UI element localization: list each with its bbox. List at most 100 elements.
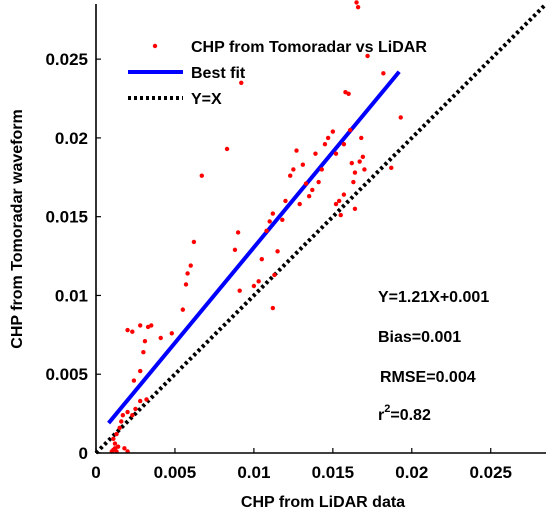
data-point-41 bbox=[256, 279, 261, 284]
annotations: Y=1.21X+0.001 Bias=0.001 RMSE=0.004 r2=0… bbox=[378, 289, 489, 424]
data-point-69 bbox=[341, 192, 347, 197]
y-tick-label-1: 0.005 bbox=[45, 365, 88, 384]
data-point-22 bbox=[125, 327, 130, 333]
r-squared-value: =0.82 bbox=[390, 407, 431, 424]
data-point-29 bbox=[180, 307, 186, 312]
y-tick-label-2: 0.01 bbox=[55, 286, 88, 305]
data-point-39 bbox=[239, 80, 244, 85]
data-point-86 bbox=[389, 165, 394, 171]
data-point-80 bbox=[357, 159, 362, 164]
data-point-26 bbox=[149, 323, 154, 328]
identity-line bbox=[94, 2, 548, 455]
data-point-45 bbox=[270, 211, 276, 216]
data-point-81 bbox=[359, 135, 364, 141]
data-layer bbox=[94, 0, 548, 455]
y-tick-label-4: 0.02 bbox=[55, 129, 88, 148]
data-point-33 bbox=[191, 239, 197, 245]
data-point-32 bbox=[188, 263, 193, 268]
data-point-20 bbox=[141, 349, 146, 355]
data-point-4 bbox=[115, 444, 121, 449]
data-point-82 bbox=[360, 154, 366, 160]
data-point-70 bbox=[341, 142, 347, 147]
data-point-58 bbox=[310, 187, 315, 193]
data-point-65 bbox=[333, 151, 339, 156]
data-point-27 bbox=[158, 335, 163, 341]
data-point-48 bbox=[275, 249, 280, 254]
data-point-51 bbox=[288, 173, 293, 178]
data-point-36 bbox=[232, 247, 238, 252]
data-point-46 bbox=[270, 305, 276, 311]
data-point-75 bbox=[351, 179, 356, 185]
data-point-16 bbox=[138, 398, 143, 404]
r-squared-text: r2=0.82 bbox=[378, 403, 431, 424]
x-tick-label-3: 0.015 bbox=[312, 463, 355, 482]
legend-label-identity: Y=X bbox=[191, 91, 222, 108]
legend-label-fit: Best fit bbox=[191, 65, 246, 82]
data-point-49 bbox=[280, 217, 285, 223]
data-point-18 bbox=[131, 378, 137, 383]
rmse-text: RMSE=0.004 bbox=[380, 369, 476, 386]
data-point-47 bbox=[272, 272, 277, 278]
data-point-21 bbox=[142, 338, 148, 344]
legend-label-scatter: CHP from Tomoradar vs LiDAR bbox=[191, 39, 427, 56]
data-point-30 bbox=[183, 282, 189, 287]
data-point-24 bbox=[138, 323, 143, 328]
data-point-43 bbox=[264, 228, 269, 234]
data-point-38 bbox=[237, 288, 242, 293]
data-point-74 bbox=[349, 160, 354, 166]
data-point-84 bbox=[365, 53, 370, 59]
data-point-62 bbox=[322, 142, 328, 147]
x-tick-label-1: 0.005 bbox=[154, 463, 197, 482]
legend-scatter-marker bbox=[152, 43, 158, 49]
data-point-66 bbox=[333, 201, 339, 207]
data-point-28 bbox=[169, 331, 174, 336]
x-axis-label: CHP from LiDAR data bbox=[241, 494, 405, 511]
data-point-10 bbox=[122, 446, 127, 451]
data-point-68 bbox=[338, 212, 343, 218]
data-point-31 bbox=[185, 271, 190, 276]
data-point-44 bbox=[267, 219, 272, 224]
data-point-37 bbox=[235, 230, 241, 235]
legend: CHP from Tomoradar vs LiDAR Best fit Y=X bbox=[128, 39, 427, 108]
data-point-59 bbox=[313, 151, 318, 156]
data-point-54 bbox=[297, 201, 302, 207]
data-point-76 bbox=[352, 170, 358, 175]
y-tick-label-0: 0 bbox=[79, 444, 88, 463]
data-point-13 bbox=[125, 409, 130, 415]
data-point-55 bbox=[300, 162, 306, 167]
data-point-5 bbox=[112, 441, 118, 446]
x-tick-label-2: 0.01 bbox=[237, 463, 270, 482]
data-point-64 bbox=[330, 129, 336, 134]
data-point-19 bbox=[138, 368, 143, 374]
data-point-72 bbox=[346, 91, 351, 97]
data-point-57 bbox=[306, 194, 312, 199]
fit-equation-text: Y=1.21X+0.001 bbox=[378, 289, 489, 306]
data-point-61 bbox=[319, 167, 324, 172]
y-tick-label-3: 0.015 bbox=[45, 208, 88, 227]
data-point-52 bbox=[291, 167, 296, 172]
data-point-77 bbox=[352, 206, 358, 212]
data-point-40 bbox=[251, 283, 257, 289]
data-point-56 bbox=[303, 181, 309, 186]
data-point-53 bbox=[294, 148, 299, 153]
data-point-12 bbox=[120, 412, 126, 418]
y-tick-label-5: 0.025 bbox=[45, 50, 88, 69]
data-point-87 bbox=[398, 115, 403, 120]
data-point-67 bbox=[336, 198, 342, 204]
data-point-50 bbox=[283, 198, 288, 204]
r-squared-symbol: r bbox=[378, 407, 384, 424]
bias-text: Bias=0.001 bbox=[378, 329, 461, 346]
axes-layer: 0 0.005 0.01 0.015 0.02 0.025 0 0.005 0.01 0.015 0… bbox=[45, 4, 546, 482]
data-point-9 bbox=[119, 419, 124, 424]
data-point-8 bbox=[117, 425, 122, 430]
data-point-85 bbox=[381, 71, 386, 76]
data-point-23 bbox=[130, 329, 135, 334]
r-squared-exponent: 2 bbox=[384, 403, 390, 415]
data-point-14 bbox=[130, 412, 135, 418]
data-point-17 bbox=[144, 397, 149, 402]
x-tick-label-0: 0 bbox=[91, 463, 100, 482]
data-point-15 bbox=[133, 406, 138, 412]
data-point-60 bbox=[316, 179, 321, 185]
x-tick-label-4: 0.02 bbox=[395, 463, 428, 482]
data-point-34 bbox=[199, 173, 204, 178]
